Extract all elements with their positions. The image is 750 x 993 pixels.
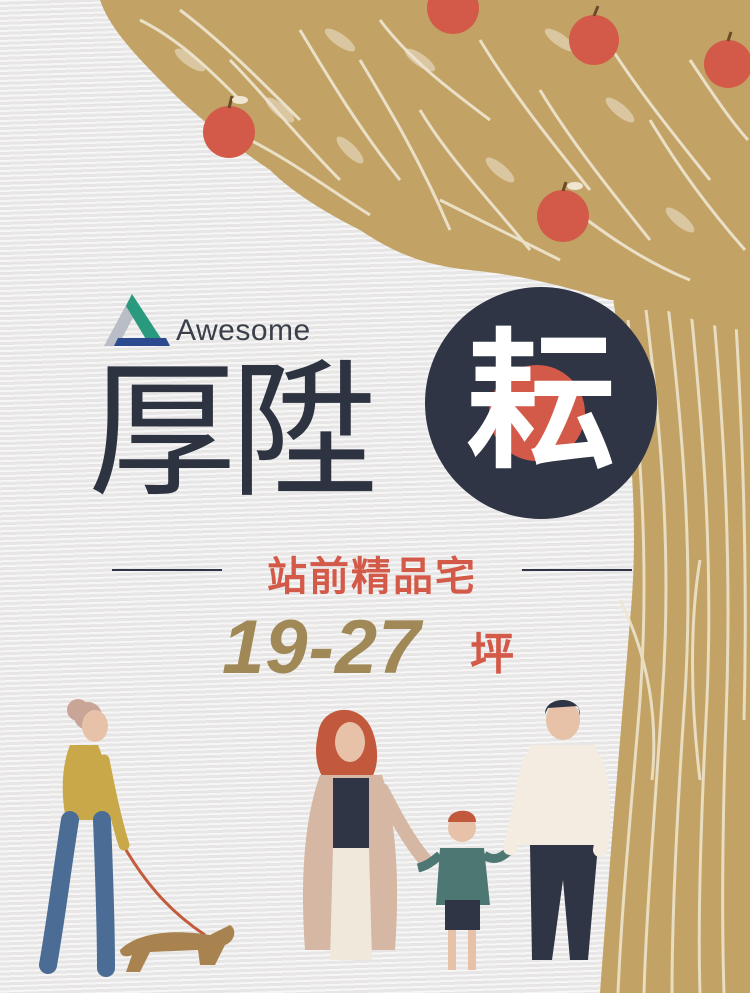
apple-icon [537, 181, 589, 242]
area-range: 19-27 [222, 605, 422, 690]
brand-logo: Awesome [104, 294, 334, 350]
woman-walking-dog [39, 699, 235, 977]
divider-left [112, 569, 222, 571]
triangle-logo-icon [104, 294, 170, 346]
divider-right [522, 569, 632, 571]
area-unit: 坪 [470, 629, 514, 680]
brand-name: Awesome [176, 314, 311, 347]
badge-apple-icon [489, 365, 585, 461]
apple-icon [203, 95, 255, 158]
page-title: 厚陞 [88, 346, 378, 518]
subtitle-row: 站前精品宅 [112, 540, 632, 600]
tree-foliage [100, 0, 750, 330]
badge-character: 耘 [465, 316, 616, 490]
apple-icon [704, 31, 750, 88]
subtitle: 站前精品宅 [267, 554, 477, 600]
apple-icon [569, 5, 619, 65]
title-badge: 耘 [425, 287, 657, 519]
apples [203, 0, 750, 242]
family-holding-hands [302, 699, 611, 970]
apple-icon [427, 0, 479, 34]
